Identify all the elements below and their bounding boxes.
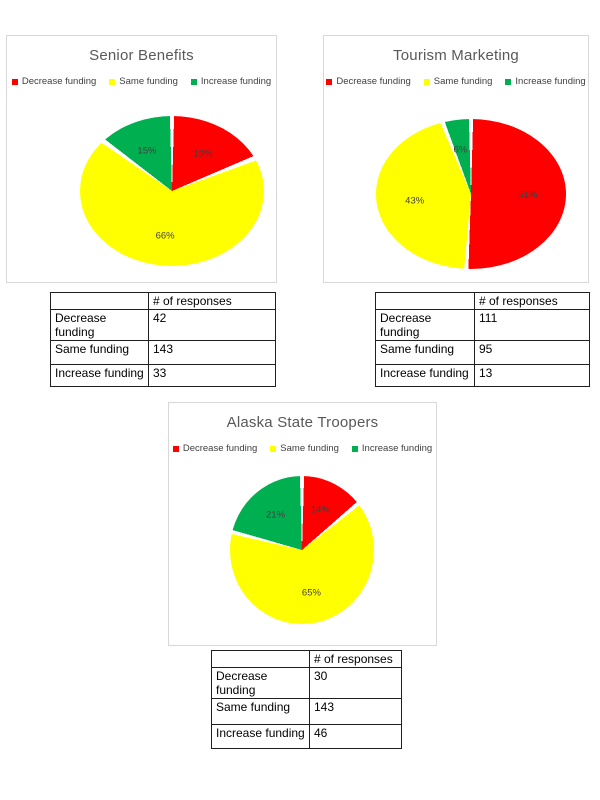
- table-row: Decrease funding 42: [50, 309, 276, 341]
- table-row: Same funding 143: [50, 340, 276, 365]
- response-count-cell: 111: [474, 309, 590, 341]
- legend-label: Decrease funding: [336, 76, 411, 87]
- pie-slice-label: 19%: [193, 148, 213, 160]
- legend-label: Decrease funding: [21, 76, 97, 87]
- pie-slice-label: 21%: [266, 509, 286, 521]
- legend-label: Same funding: [280, 443, 339, 454]
- pie-slice-label: 15%: [137, 145, 157, 157]
- table-row: Same funding 95: [375, 340, 590, 365]
- table-row: Decrease funding 111: [375, 309, 590, 341]
- legend-item: Same funding: [423, 76, 493, 87]
- response-count-cell: 95: [474, 340, 590, 365]
- pie-chart: 51% 43% 6%: [376, 119, 566, 269]
- table-header-cell: # of responses: [148, 292, 276, 310]
- legend-item: Increase funding: [351, 443, 433, 454]
- legend-label: Increase funding: [515, 76, 586, 87]
- table-row: Increase funding 13: [375, 364, 590, 387]
- response-count-cell: 33: [148, 364, 276, 387]
- legend-item: Increase funding: [505, 76, 586, 87]
- legend-swatch-icon: [326, 78, 333, 85]
- chart-legend: Decrease funding Same funding Increase fun…: [7, 76, 276, 87]
- table-corner-cell: [211, 650, 310, 668]
- chart-legend: Decrease funding Same funding Increase fun…: [324, 76, 588, 87]
- legend-label: Same funding: [119, 76, 178, 87]
- table-corner-cell: [50, 292, 149, 310]
- row-label-cell: Decrease funding: [211, 667, 310, 699]
- response-count-cell: 30: [309, 667, 402, 699]
- table-header-row: # of responses: [211, 650, 402, 668]
- row-label-cell: Increase funding: [375, 364, 475, 387]
- legend-swatch-icon: [172, 445, 179, 452]
- pie-slice-label: 6%: [453, 144, 468, 156]
- legend-label: Increase funding: [361, 443, 433, 454]
- chart-card-tourism-marketing: Tourism Marketing Decrease funding Same f…: [323, 35, 589, 283]
- responses-table-tourism-marketing: # of responses Decrease funding 111 Same fu…: [375, 292, 590, 387]
- legend-swatch-icon: [423, 78, 430, 85]
- legend-swatch-icon: [190, 78, 197, 85]
- row-label-cell: Increase funding: [211, 724, 310, 749]
- chart-title: Tourism Marketing: [393, 47, 519, 64]
- response-count-cell: 42: [148, 309, 276, 341]
- chart-title: Senior Benefits: [89, 47, 194, 64]
- table-header-cell: # of responses: [309, 650, 402, 668]
- row-label-cell: Increase funding: [50, 364, 149, 387]
- legend-label: Increase funding: [200, 76, 272, 87]
- legend-item: Same funding: [270, 443, 339, 454]
- table-header-row: # of responses: [375, 292, 590, 310]
- pie-slice-label: 14%: [310, 504, 330, 516]
- responses-table-alaska-state-troopers: # of responses Decrease funding 30 Same fun…: [211, 650, 402, 749]
- row-label-cell: Same funding: [375, 340, 475, 365]
- chart-card-alaska-state-troopers: Alaska State Troopers Decrease funding Sa…: [168, 402, 437, 646]
- table-row: Decrease funding 30: [211, 667, 402, 699]
- row-label-cell: Decrease funding: [375, 309, 475, 341]
- row-label-cell: Decrease funding: [50, 309, 149, 341]
- legend-swatch-icon: [351, 445, 358, 452]
- legend-swatch-icon: [109, 78, 116, 85]
- pie-chart: 19% 66% 15%: [80, 116, 264, 266]
- pie-slice-label: 51%: [518, 189, 538, 201]
- legend-label: Decrease funding: [182, 443, 258, 454]
- response-count-cell: 46: [309, 724, 402, 749]
- legend-swatch-icon: [270, 445, 277, 452]
- table-row: Increase funding 46: [211, 724, 402, 749]
- response-count-cell: 13: [474, 364, 590, 387]
- legend-swatch-icon: [11, 78, 18, 85]
- row-label-cell: Same funding: [211, 698, 310, 725]
- pie-slice-label: 66%: [155, 230, 175, 242]
- chart-legend: Decrease funding Same funding Increase fun…: [169, 443, 436, 454]
- row-label-cell: Same funding: [50, 340, 149, 365]
- responses-table-senior-benefits: # of responses Decrease funding 42 Same fun…: [50, 292, 276, 387]
- table-row: Increase funding 33: [50, 364, 276, 387]
- pie-slice-label: 43%: [405, 195, 425, 207]
- legend-item: Increase funding: [190, 76, 272, 87]
- table-header-row: # of responses: [50, 292, 276, 310]
- pie-slice-label: 65%: [301, 587, 321, 599]
- table-row: Same funding 143: [211, 698, 402, 725]
- legend-swatch-icon: [505, 78, 512, 85]
- chart-card-senior-benefits: Senior Benefits Decrease funding Same fun…: [6, 35, 277, 283]
- legend-label: Same funding: [433, 76, 493, 87]
- response-count-cell: 143: [148, 340, 276, 365]
- table-corner-cell: [375, 292, 475, 310]
- pie-chart: 14% 65% 21%: [230, 476, 374, 624]
- table-header-cell: # of responses: [474, 292, 590, 310]
- response-count-cell: 143: [309, 698, 402, 725]
- legend-item: Decrease funding: [172, 443, 258, 454]
- chart-title: Alaska State Troopers: [226, 414, 379, 431]
- legend-item: Decrease funding: [326, 76, 411, 87]
- legend-item: Decrease funding: [11, 76, 97, 87]
- legend-item: Same funding: [109, 76, 178, 87]
